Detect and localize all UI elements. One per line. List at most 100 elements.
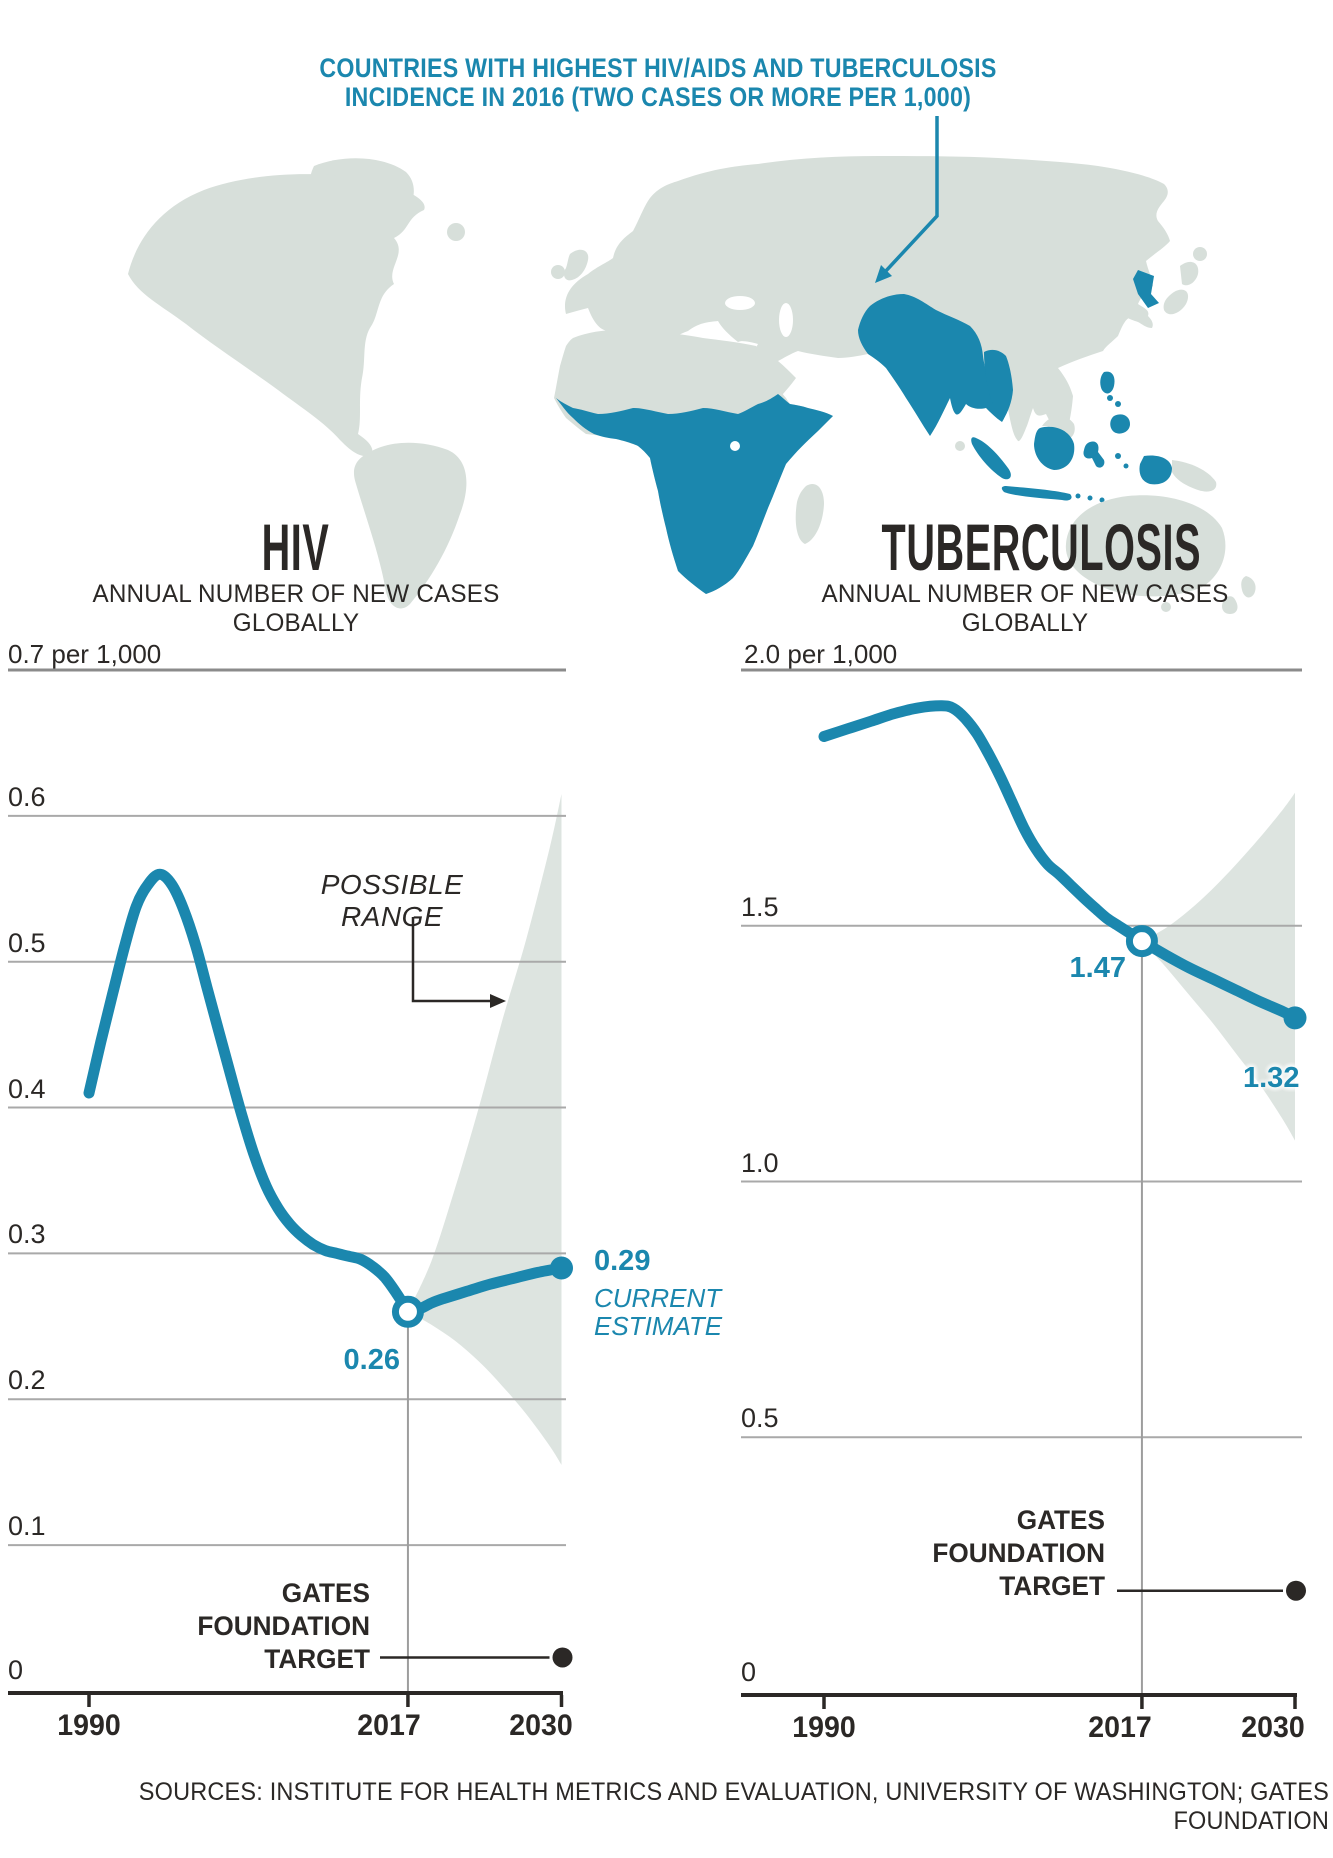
hiv-unit-label: 0.7 per 1,000 bbox=[8, 639, 162, 669]
hiv-gates-line3: TARGET bbox=[264, 1644, 370, 1674]
hiv-2030-value-label: 0.29 bbox=[594, 1245, 651, 1277]
map-region-philippines-mindanao-highlight bbox=[1110, 414, 1130, 434]
map-region-british-isles bbox=[564, 249, 589, 281]
hiv-chart-title: HIV bbox=[262, 510, 330, 584]
possible-range-callout bbox=[411, 917, 506, 1008]
map-black-sea bbox=[725, 296, 755, 310]
hiv-gates-line1: GATES bbox=[281, 1578, 370, 1608]
possible-range-arrow-icon bbox=[490, 994, 506, 1008]
tb-projection-line bbox=[1136, 935, 1301, 1024]
map-region-sri-lanka bbox=[955, 441, 965, 451]
current-estimate-caption-line1: CURRENT bbox=[594, 1283, 722, 1313]
tb-ytick-0.5: 0.5 bbox=[741, 1403, 779, 1434]
page-title-line1: COUNTRIES WITH HIGHEST HIV/AIDS AND TUBE… bbox=[319, 53, 997, 83]
hiv-target-dot bbox=[552, 1647, 573, 1668]
tb-2030-value-label: 1.32 bbox=[1243, 1062, 1300, 1094]
tb-xtick-2017: 2017 bbox=[1088, 1711, 1152, 1744]
map-region-new-guinea bbox=[1172, 460, 1217, 492]
tb-history-line bbox=[818, 700, 1148, 947]
hiv-2030-end-marker bbox=[550, 1256, 573, 1280]
current-estimate-caption-line2: ESTIMATE bbox=[594, 1311, 723, 1341]
map-region-tasmania bbox=[1161, 602, 1171, 612]
map-region-south-america bbox=[353, 442, 467, 609]
map-region-iceland bbox=[447, 223, 465, 241]
hiv-2017-open-marker bbox=[391, 1295, 424, 1328]
tb-ytick-1.0: 1.0 bbox=[741, 1147, 779, 1178]
map-region-new-zealand-north bbox=[1241, 576, 1256, 598]
map-region-ireland bbox=[551, 265, 565, 279]
world-map bbox=[128, 156, 1256, 614]
hiv-ytick-0.6: 0.6 bbox=[8, 781, 46, 812]
map-region-kalimantan-highlight bbox=[1034, 426, 1075, 470]
tb-chart bbox=[741, 668, 1307, 1709]
map-region-north-america bbox=[128, 174, 425, 457]
map-region-sulawesi-highlight bbox=[1083, 441, 1105, 468]
hiv-history-line bbox=[83, 868, 414, 1318]
tb-2030-end-marker bbox=[1283, 1006, 1307, 1030]
tb-ytick-0: 0 bbox=[741, 1657, 757, 1687]
possible-range-bracket-line bbox=[411, 917, 492, 1003]
map-region-moluccas-highlight bbox=[1115, 453, 1121, 459]
tb-target-dot bbox=[1286, 1580, 1306, 1601]
hiv-2017-value-label: 0.26 bbox=[343, 1344, 400, 1376]
tb-gates-target-label: GATES FOUNDATION TARGET bbox=[915, 1504, 1105, 1603]
map-region-japan-south bbox=[1163, 289, 1189, 315]
map-region-philippines-luzon-highlight bbox=[1100, 371, 1115, 394]
tb-xtick-1990: 1990 bbox=[792, 1711, 856, 1744]
hiv-chart bbox=[8, 668, 573, 1707]
tb-xtick-2030: 2030 bbox=[1241, 1711, 1305, 1744]
map-region-hokkaido bbox=[1193, 247, 1207, 261]
map-region-new-zealand-south bbox=[1222, 596, 1238, 614]
hiv-chart-header: HIV ANNUAL NUMBER OF NEW CASES GLOBALLY bbox=[46, 514, 546, 638]
map-region-india-pakistan-highlight bbox=[858, 294, 1007, 436]
map-region-sub-saharan-africa-highlight bbox=[556, 394, 833, 594]
map-region-lesser-sunda2-highlight bbox=[1087, 495, 1093, 501]
page-title-line2: INCIDENCE IN 2016 (TWO CASES OR MORE PER… bbox=[344, 82, 972, 112]
arrow-head-icon bbox=[875, 265, 892, 283]
hiv-ytick-0.1: 0.1 bbox=[8, 1511, 46, 1542]
hiv-xtick-2017: 2017 bbox=[357, 1709, 421, 1742]
tb-gates-line3: TARGET bbox=[999, 1571, 1105, 1601]
tb-gates-line2: FOUNDATION bbox=[932, 1538, 1105, 1568]
tb-chart-header: TUBERCULOSIS ANNUAL NUMBER OF NEW CASES … bbox=[775, 514, 1275, 638]
tb-unit-label: 2.0 per 1,000 bbox=[744, 639, 898, 669]
tb-possible-range-area bbox=[1141, 792, 1295, 1141]
map-region-australia bbox=[1065, 495, 1226, 597]
map-region-eurasia bbox=[564, 156, 1170, 442]
hiv-gates-line2: FOUNDATION bbox=[197, 1611, 370, 1641]
hiv-ytick-0.5: 0.5 bbox=[8, 927, 46, 958]
tb-chart-title: TUBERCULOSIS bbox=[881, 510, 1202, 584]
hiv-ytick-0: 0 bbox=[8, 1655, 24, 1685]
hiv-ytick-0.3: 0.3 bbox=[8, 1219, 46, 1250]
map-region-west-papua-highlight bbox=[1139, 455, 1172, 485]
hiv-ytick-0.2: 0.2 bbox=[8, 1365, 46, 1396]
tb-gates-line1: GATES bbox=[1016, 1505, 1105, 1535]
page-title: COUNTRIES WITH HIGHEST HIV/AIDS AND TUBE… bbox=[92, 54, 1224, 112]
headline-pointer-arrow bbox=[875, 116, 939, 283]
map-region-north-borneo bbox=[1042, 415, 1075, 438]
hiv-xtick-1990: 1990 bbox=[57, 1709, 121, 1742]
map-region-moluccas2-highlight bbox=[1123, 463, 1129, 469]
map-region-myanmar-bangladesh-highlight bbox=[984, 349, 1013, 420]
map-region-japan bbox=[1180, 261, 1199, 286]
map-land-regions bbox=[128, 156, 1256, 614]
hiv-chart-subtitle: ANNUAL NUMBER OF NEW CASES GLOBALLY bbox=[92, 580, 500, 637]
map-caspian-sea bbox=[779, 303, 793, 337]
hiv-xtick-2030: 2030 bbox=[508, 1709, 573, 1742]
map-region-java-highlight bbox=[1001, 486, 1072, 501]
possible-range-label: POSSIBLE RANGE bbox=[320, 869, 464, 932]
hiv-gates-target-label: GATES FOUNDATION TARGET bbox=[180, 1577, 370, 1676]
map-region-madagascar bbox=[795, 484, 824, 544]
tb-chart-subtitle: ANNUAL NUMBER OF NEW CASES GLOBALLY bbox=[821, 580, 1229, 637]
map-lake-victoria bbox=[730, 441, 740, 451]
map-region-lesser-sunda3-highlight bbox=[1099, 497, 1105, 503]
hiv-current-estimate-block: 0.29 CURRENT ESTIMATE bbox=[594, 1245, 722, 1340]
map-region-philippines-visayas-highlight bbox=[1107, 395, 1113, 401]
map-region-north-korea-highlight bbox=[1133, 270, 1159, 308]
map-region-lesser-sunda-highlight bbox=[1075, 493, 1081, 499]
map-region-sumatra-highlight bbox=[971, 437, 1011, 480]
tb-ytick-1.5: 1.5 bbox=[741, 891, 779, 922]
hiv-ytick-0.4: 0.4 bbox=[8, 1073, 46, 1104]
